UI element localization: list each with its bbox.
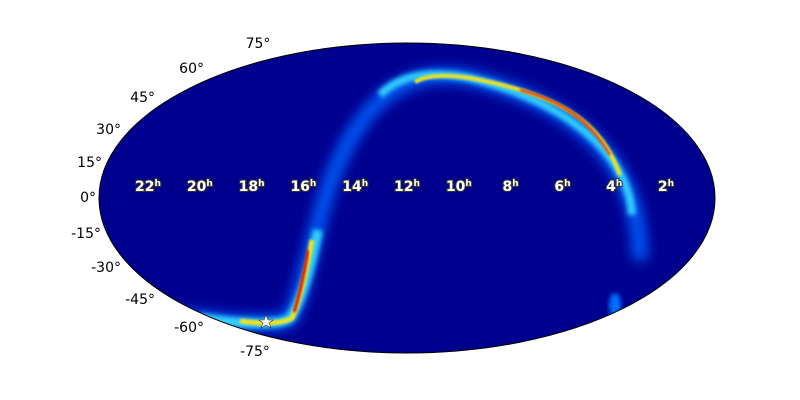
ra-hours: 2 — [658, 179, 668, 195]
lat-label: -45° — [125, 292, 155, 308]
lat-label: 30° — [96, 122, 121, 138]
lat-label: 45° — [130, 90, 155, 106]
projection-outline — [98, 42, 716, 354]
ra-label: 20h — [187, 179, 213, 196]
ra-hours: 12 — [394, 179, 413, 195]
ra-hours: 10 — [446, 179, 466, 195]
ra-unit: h — [564, 179, 570, 189]
lat-label: 75° — [246, 36, 271, 52]
ra-label: 16h — [290, 179, 316, 196]
lat-label: -15° — [71, 226, 101, 242]
lat-label: -75° — [240, 344, 270, 360]
ra-unit: h — [362, 179, 368, 189]
ra-unit: h — [668, 179, 674, 189]
ra-unit: h — [310, 179, 316, 189]
ra-unit: h — [512, 179, 518, 189]
ra-label: 12h — [394, 179, 420, 196]
ra-unit: h — [465, 179, 471, 189]
lat-label: 0° — [80, 190, 96, 206]
ra-label: 2h — [658, 179, 674, 196]
ra-hours: 18 — [239, 179, 258, 195]
ra-unit: h — [414, 179, 420, 189]
ra-unit: h — [616, 179, 622, 189]
ra-hours: 8 — [503, 179, 513, 195]
ra-hours: 16 — [290, 179, 309, 195]
lat-label: -30° — [91, 260, 121, 276]
ra-label: 14h — [342, 179, 368, 196]
ra-label: 22h — [135, 179, 161, 196]
ra-label: 6h — [554, 179, 570, 196]
ra-hours: 20 — [187, 179, 207, 195]
ra-hours: 22 — [135, 179, 154, 195]
lat-label: -60° — [174, 320, 204, 336]
ra-label: 4h — [606, 179, 622, 196]
lat-label: 15° — [77, 155, 102, 171]
ra-label: 18h — [239, 179, 265, 196]
ra-label: 8h — [503, 179, 519, 196]
ra-hours: 14 — [342, 179, 362, 195]
ra-label: 10h — [446, 179, 472, 196]
ra-unit: h — [258, 179, 264, 189]
ra-unit: h — [155, 179, 161, 189]
star-marker — [258, 314, 274, 329]
ra-hours: 4 — [606, 179, 616, 195]
lat-label: 60° — [179, 61, 204, 77]
probability-band — [178, 67, 648, 332]
ra-hours: 6 — [554, 179, 564, 195]
ra-unit: h — [206, 179, 212, 189]
